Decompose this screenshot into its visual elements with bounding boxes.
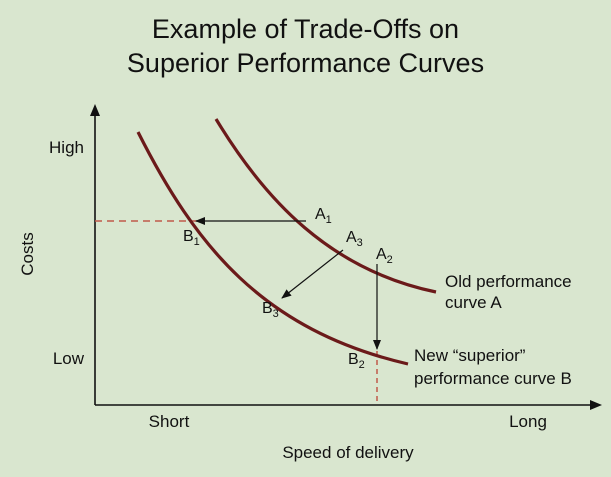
x-axis-label: Speed of delivery [282, 443, 414, 462]
y-axis-label: Costs [18, 232, 37, 275]
title-line-2: Superior Performance Curves [126, 48, 485, 78]
point-label-b3: B3 [262, 300, 279, 320]
title-line-1: Example of Trade-Offs on [151, 14, 460, 44]
x-tick-long: Long [509, 412, 547, 431]
point-label-a3: A3 [346, 229, 363, 249]
diagram-title: Example of Trade-Offs on Superior Perfor… [0, 12, 611, 80]
new-curve-label-line-2: performance curve B [414, 369, 572, 388]
y-tick-low: Low [53, 349, 85, 368]
point-label-b1: B1 [183, 228, 200, 248]
old-curve-label-line-1: Old performance [445, 272, 572, 291]
x-axis-arrowhead [590, 400, 602, 410]
y-axis-arrowhead [90, 104, 100, 116]
old-performance-curve-a [214, 118, 437, 294]
point-label-a1: A1 [315, 206, 332, 226]
point-label-b2: B2 [348, 351, 365, 371]
arrow-a3-to-b3 [281, 249, 344, 299]
y-tick-high: High [49, 138, 84, 157]
point-label-a2: A2 [376, 246, 393, 266]
new-curve-label-line-1: New “superior” [414, 346, 526, 365]
old-curve-label-line-2: curve A [445, 293, 502, 312]
new-performance-curve-b [136, 131, 409, 366]
x-tick-short: Short [149, 412, 190, 431]
